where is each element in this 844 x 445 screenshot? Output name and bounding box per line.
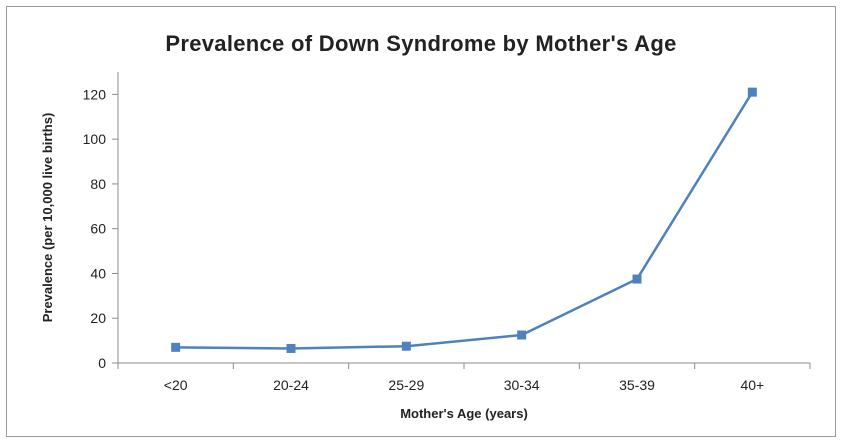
chart-frame: Prevalence of Down Syndrome by Mother's …: [6, 6, 836, 437]
x-axis-label: Mother's Age (years): [400, 406, 528, 421]
y-tick-label: 120: [83, 86, 107, 102]
chart-title: Prevalence of Down Syndrome by Mother's …: [165, 31, 677, 56]
x-tick-label: 25-29: [388, 377, 424, 393]
axes: [117, 72, 810, 364]
y-tick-label: 100: [83, 131, 107, 147]
data-point: [171, 342, 181, 352]
x-tick-label: 35-39: [619, 377, 655, 393]
y-axis-ticks: 0 20 40 60 80 100 120: [83, 86, 118, 371]
x-tick-label: 20-24: [273, 377, 309, 393]
y-tick-label: 60: [90, 221, 106, 237]
series-line: [175, 91, 754, 350]
y-axis-label: Prevalence (per 10,000 live births): [40, 113, 55, 323]
x-tick-label: <20: [164, 377, 188, 393]
data-point: [747, 87, 757, 97]
data-point: [286, 343, 296, 353]
y-tick-label: 0: [98, 355, 106, 371]
data-point: [517, 330, 527, 340]
data-point: [401, 341, 411, 351]
data-point: [632, 274, 642, 284]
series-group: [171, 87, 757, 353]
y-tick-label: 80: [90, 176, 106, 192]
x-axis-ticks: <20 20-24 25-29 30-34 35-39 40+: [117, 363, 811, 393]
y-tick-label: 40: [90, 265, 106, 281]
x-tick-label: 40+: [740, 377, 764, 393]
y-tick-label: 20: [90, 310, 106, 326]
x-tick-label: 30-34: [504, 377, 540, 393]
